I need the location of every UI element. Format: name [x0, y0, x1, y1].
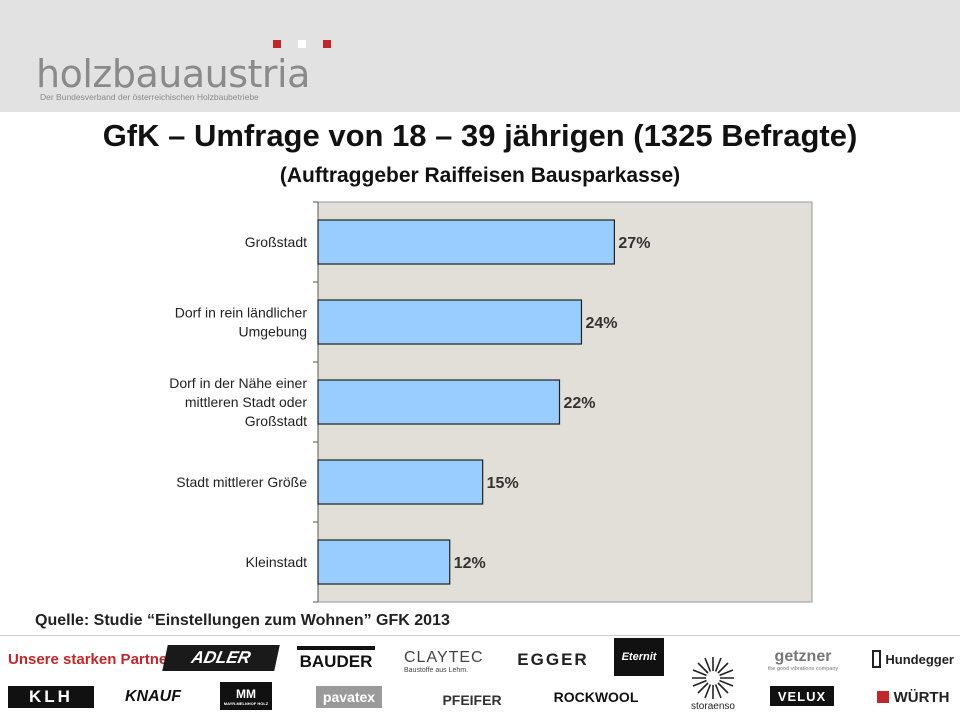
category-label: Großstadt — [245, 234, 307, 250]
partner-hundegger-text: Hundegger — [885, 651, 954, 667]
partner-klh-text: KLH — [29, 687, 73, 706]
partner-logo-klh: KLH — [8, 686, 94, 708]
bar — [317, 459, 484, 505]
partner-logo-velux: VELUX — [770, 686, 834, 706]
partner-logo-pfeifer: PFEIFER — [428, 690, 516, 710]
data-label: 12% — [454, 555, 486, 572]
logo-square-1 — [273, 40, 281, 48]
logo-tagline: Der Bundesverband der österreichischen H… — [40, 92, 259, 102]
partner-logo-rockwool: ROCKWOOL — [553, 686, 639, 708]
partner-pfeifer-text: PFEIFER — [442, 692, 502, 708]
partner-bauder-text: BAUDER — [299, 652, 373, 671]
header-band — [0, 0, 960, 112]
data-label: 15% — [487, 475, 519, 492]
partner-velux-text: VELUX — [777, 688, 827, 704]
partner-logo-adler: ADLER — [162, 645, 280, 671]
bar-chart: 27% Großstadt 24% Dorf in rein ländlicher Um… — [169, 201, 813, 603]
partner-logo-getzner: getzner the good vibrations company — [762, 645, 844, 675]
partner-logo-storaenso: storaenso — [686, 650, 740, 716]
partner-adler-text: ADLER — [189, 648, 253, 667]
partner-logo-knauf: KNAUF — [125, 682, 181, 712]
category-label: Kleinstadt — [246, 554, 308, 570]
wuerth-mark-icon — [876, 691, 889, 703]
hundegger-mark-icon — [872, 650, 882, 668]
partner-mm-text: MM — [236, 686, 256, 701]
storaenso-burst-icon — [692, 656, 734, 699]
partner-mm-tagline: MAYR-MELNHOF HOLZ — [223, 700, 269, 706]
bar — [317, 539, 451, 585]
bar — [317, 379, 561, 425]
partner-logo-hundegger: Hundegger — [872, 646, 954, 672]
partner-egger-text: EGGER — [517, 650, 589, 669]
page-title: GfK – Umfrage von 18 – 39 jährigen (1325… — [102, 118, 858, 153]
partner-eternit-text: Eternit — [621, 651, 657, 663]
data-label: 22% — [564, 395, 596, 412]
logo-square-3 — [323, 40, 331, 48]
bar — [317, 299, 583, 345]
page-subtitle: (Auftraggeber Raiffeisen Bausparkasse) — [279, 164, 681, 187]
partner-pavatex-text: pavatex — [322, 689, 376, 705]
partner-getzner-text: getzner — [774, 648, 832, 665]
partner-logo-egger: EGGER — [512, 650, 594, 670]
category-label: Dorf in der Nähe einer mittleren Stadt od… — [169, 375, 307, 429]
bar — [317, 219, 615, 265]
logo-wordmark: holzbauaustria — [36, 52, 310, 96]
source-note: Quelle: Studie “Einstellungen zum Wohnen… — [35, 612, 450, 629]
partner-logo-bauder: BAUDER — [297, 646, 375, 674]
partners-label: Unsere starken Partner — [8, 651, 174, 668]
partner-storaenso-text: storaenso — [691, 700, 735, 712]
data-label: 24% — [585, 315, 617, 332]
partner-logo-pavatex: pavatex — [316, 686, 382, 708]
partner-logo-mm: MM MAYR-MELNHOF HOLZ — [220, 682, 272, 710]
category-label: Stadt mittlerer Größe — [176, 474, 307, 490]
category-label: Dorf in rein ländlicher Umgebung — [175, 305, 308, 340]
partner-wuerth-text: WÜRTH — [893, 688, 950, 706]
partner-claytec-tagline: Baustoffe aus Lehm. — [404, 666, 469, 674]
data-label: 27% — [618, 235, 650, 252]
partners-divider — [0, 635, 960, 636]
logo-square-2 — [298, 40, 306, 48]
partner-knauf-text: KNAUF — [125, 688, 181, 705]
partner-logo-claytec: CLAYTEC Baustoffe aus Lehm. — [404, 643, 484, 679]
partner-getzner-tagline: the good vibrations company — [767, 666, 839, 672]
partner-logo-eternit: Eternit — [614, 638, 664, 676]
partner-claytec-text: CLAYTEC — [404, 648, 484, 666]
partner-logo-wuerth: WÜRTH — [872, 686, 954, 708]
partner-rockwool-text: ROCKWOOL — [553, 689, 639, 705]
